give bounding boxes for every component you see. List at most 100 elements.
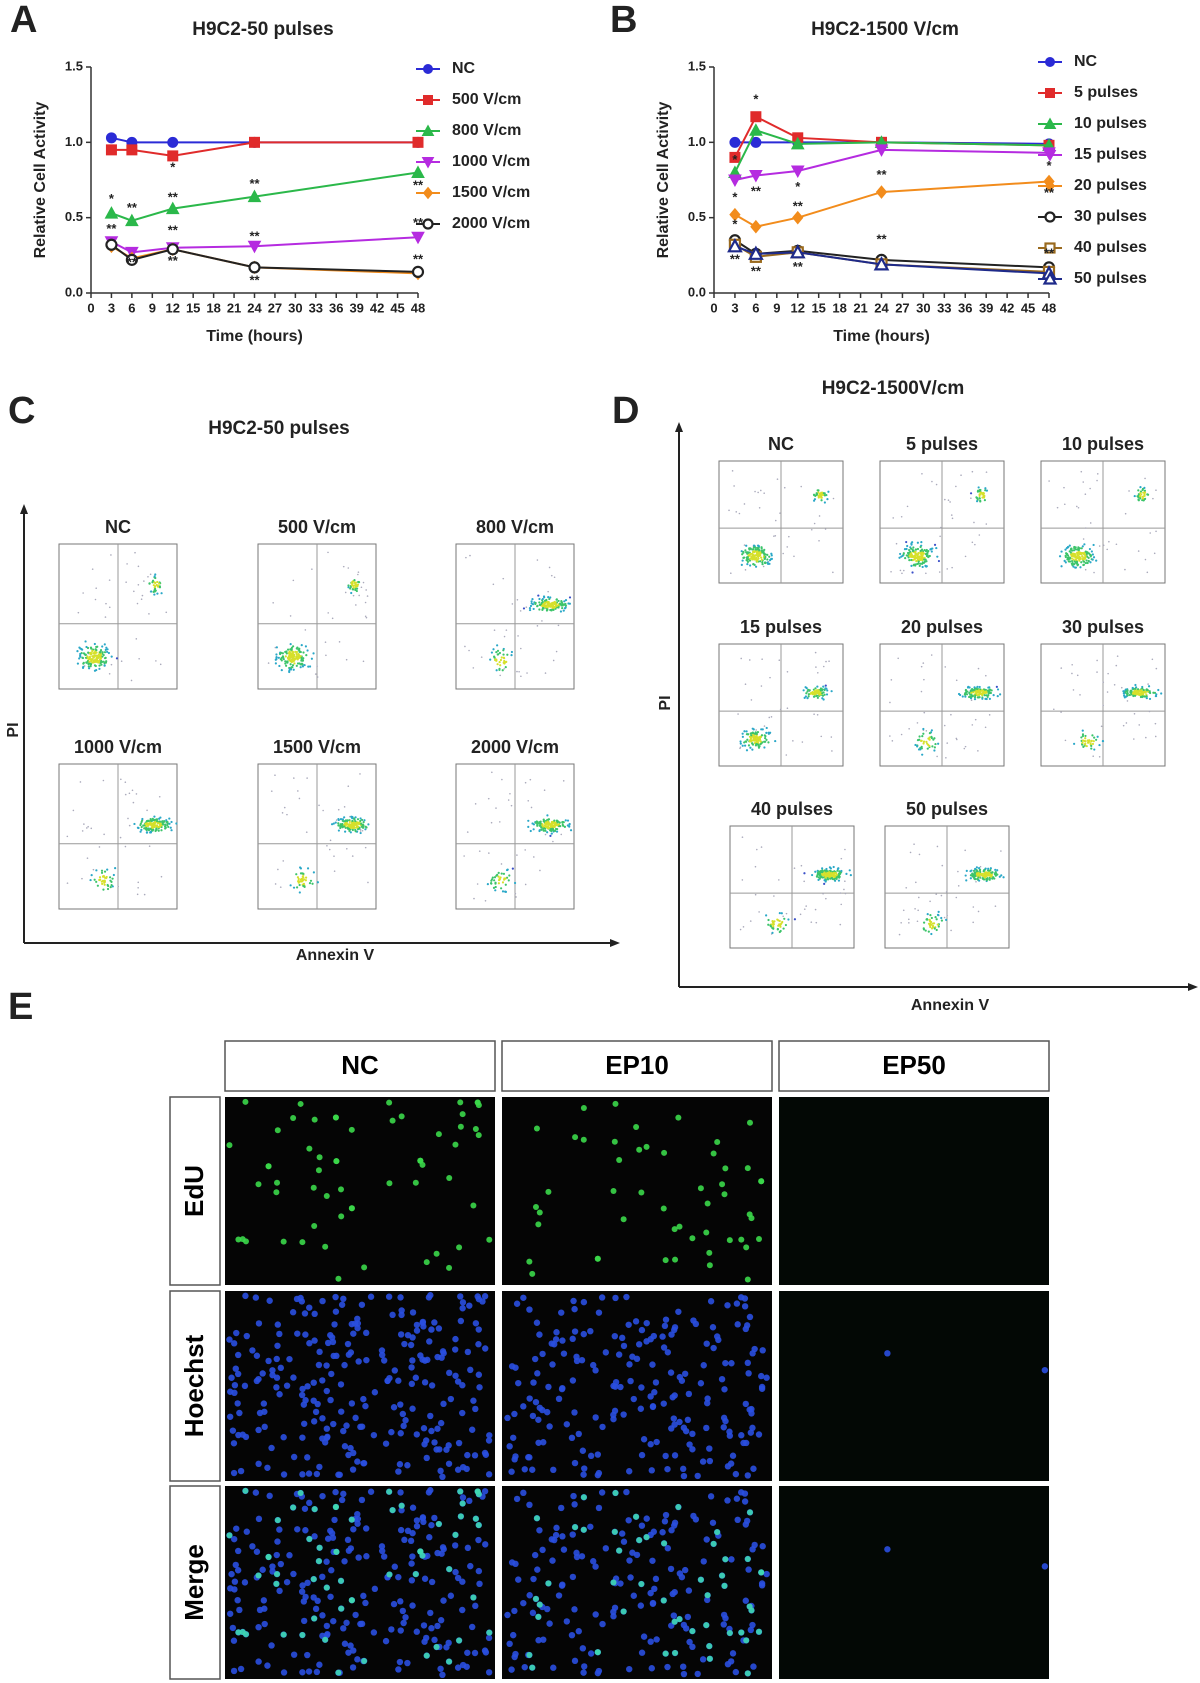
event-dot — [1106, 691, 1109, 693]
nucleus — [255, 1426, 262, 1434]
edu-nucleus — [486, 1629, 493, 1636]
event-dot — [175, 822, 178, 825]
nucleus — [617, 1580, 624, 1587]
event-dot — [1079, 566, 1082, 569]
event-dot — [752, 728, 755, 731]
event-dot — [974, 718, 977, 721]
nucleus — [549, 1361, 556, 1368]
event-dot — [1096, 659, 1098, 662]
edu-nucleus — [386, 1571, 393, 1578]
event-dot — [964, 874, 967, 877]
event-dot — [81, 830, 84, 832]
edu-nucleus — [675, 1504, 682, 1511]
event-dot — [546, 831, 549, 834]
x-tick-label: 15 — [186, 300, 200, 315]
event-dot — [546, 603, 549, 606]
y-tick-label: 0.0 — [688, 284, 706, 299]
nucleus — [447, 1592, 455, 1599]
event-dot — [149, 573, 152, 576]
event-dot — [156, 592, 159, 595]
event-dot — [551, 602, 554, 605]
nucleus — [231, 1381, 239, 1389]
nucleus — [226, 1336, 233, 1343]
plot-label: 2000 V/cm — [471, 737, 559, 757]
plot-label: 20 pulses — [901, 617, 983, 637]
event-dot — [1084, 737, 1087, 740]
event-dot — [111, 877, 114, 880]
nucleus — [347, 1642, 354, 1649]
event-dot — [107, 651, 111, 655]
event-dot — [1141, 695, 1144, 698]
edu-nucleus — [706, 1249, 713, 1256]
nucleus — [559, 1384, 566, 1392]
event-dot — [124, 793, 127, 796]
event-dot — [140, 828, 143, 831]
event-dot — [330, 823, 334, 826]
event-dot — [965, 879, 968, 882]
nucleus — [358, 1301, 366, 1308]
event-dot — [827, 490, 830, 493]
nucleus — [520, 1489, 527, 1497]
event-dot — [951, 566, 953, 569]
edu-nucleus — [239, 1236, 246, 1243]
nucleus — [431, 1439, 438, 1446]
nucleus — [689, 1430, 696, 1438]
event-dot — [110, 554, 112, 556]
event-dot — [295, 650, 299, 654]
column-header: EP10 — [605, 1050, 669, 1080]
event-dot — [101, 655, 104, 658]
nucleus — [259, 1566, 266, 1573]
nucleus — [408, 1577, 416, 1584]
event-dot — [782, 552, 784, 555]
event-dot — [973, 686, 976, 689]
event-dot — [985, 873, 989, 876]
event-dot — [968, 691, 971, 695]
event-dot — [1096, 473, 1099, 475]
edu-nucleus — [714, 1139, 721, 1146]
nucleus — [323, 1622, 331, 1630]
event-dot — [759, 560, 762, 563]
event-dot — [543, 789, 546, 792]
event-dot — [105, 660, 108, 663]
event-dot — [347, 584, 350, 587]
event-dot — [928, 738, 931, 741]
nucleus — [242, 1433, 250, 1441]
event-dot — [813, 522, 816, 525]
event-dot — [510, 654, 513, 657]
event-dot — [167, 825, 170, 828]
nucleus — [510, 1631, 517, 1639]
nucleus — [479, 1298, 486, 1305]
nucleus — [504, 1611, 511, 1619]
event-dot — [356, 818, 360, 821]
nucleus — [640, 1436, 648, 1443]
event-dot — [311, 568, 313, 570]
nucleus — [475, 1567, 483, 1575]
nucleus — [694, 1670, 701, 1678]
nucleus — [409, 1309, 417, 1316]
event-dot — [761, 561, 764, 564]
event-dot — [957, 692, 961, 696]
edu-nucleus — [226, 1532, 233, 1539]
edu-nucleus — [457, 1513, 464, 1520]
event-dot — [818, 495, 821, 498]
event-dot — [295, 886, 299, 889]
nucleus — [363, 1329, 370, 1337]
event-dot — [548, 822, 551, 825]
event-dot — [339, 825, 342, 828]
event-dot — [914, 563, 917, 566]
nucleus — [290, 1570, 297, 1578]
x-tick-label: 3 — [108, 300, 115, 315]
nucleus — [741, 1303, 749, 1310]
edu-nucleus — [335, 1275, 342, 1282]
event-dot — [816, 871, 819, 875]
event-dot — [1067, 560, 1070, 563]
edu-nucleus — [755, 1235, 762, 1242]
event-dot — [978, 693, 981, 696]
nucleus — [421, 1575, 429, 1582]
edu-nucleus — [533, 1125, 540, 1132]
event-dot — [922, 921, 926, 924]
nucleus — [623, 1293, 630, 1301]
event-dot — [119, 836, 122, 839]
plot-label: 5 pulses — [906, 434, 978, 454]
nucleus — [401, 1536, 408, 1544]
